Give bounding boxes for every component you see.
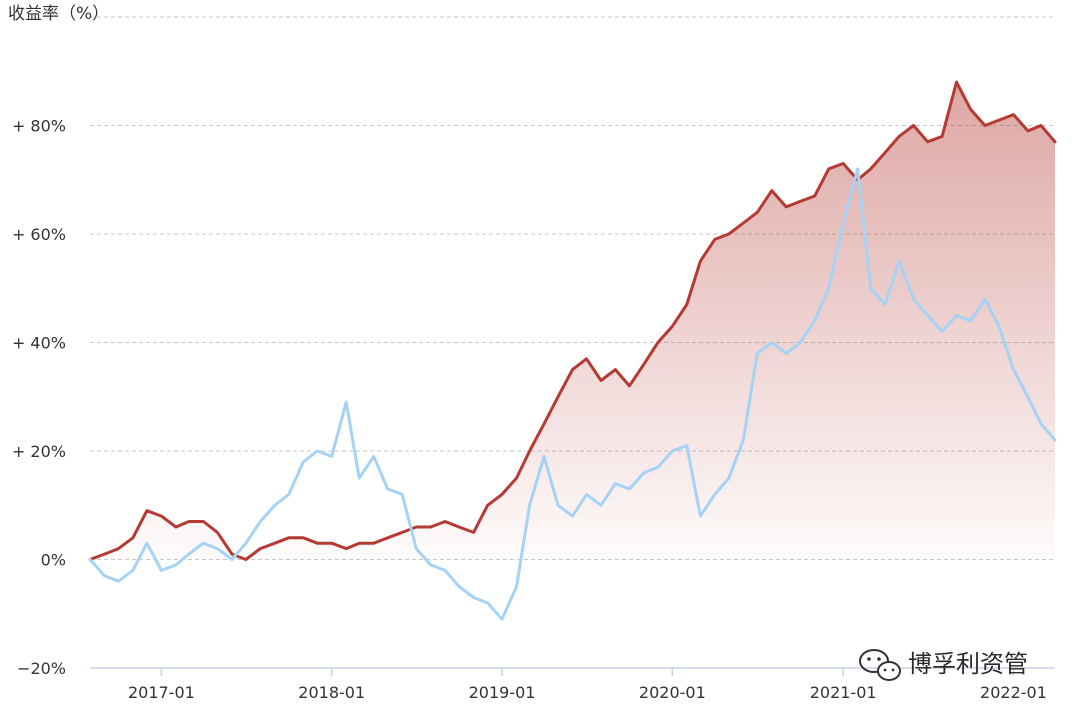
series-line-1 <box>88 167 1057 621</box>
y-tick-label: + 80% <box>12 117 66 136</box>
y-tick-label: + 40% <box>12 334 66 353</box>
series-line-0 <box>88 80 1057 561</box>
x-tick-label: 2022-01 <box>980 683 1047 702</box>
y-tick-label: + 20% <box>12 442 66 461</box>
x-tick-label: 2018-01 <box>298 683 365 702</box>
y-axis-title: 收益率（%） <box>8 4 109 24</box>
y-tick-label: −20% <box>17 659 66 678</box>
series-lines <box>88 80 1057 621</box>
watermark: 博孚利资管 <box>859 649 1028 681</box>
wechat-icon <box>859 649 901 681</box>
x-tick-label: 2017-01 <box>128 683 195 702</box>
y-tick-label: 0% <box>41 551 66 570</box>
x-tick-label: 2020-01 <box>639 683 706 702</box>
x-tick-label: 2021-01 <box>810 683 877 702</box>
y-tick-label: + 60% <box>12 225 66 244</box>
area-fills <box>90 82 1055 560</box>
series-area-0 <box>90 82 1055 560</box>
watermark-text: 博孚利资管 <box>908 650 1028 678</box>
x-tick-label: 2019-01 <box>469 683 536 702</box>
